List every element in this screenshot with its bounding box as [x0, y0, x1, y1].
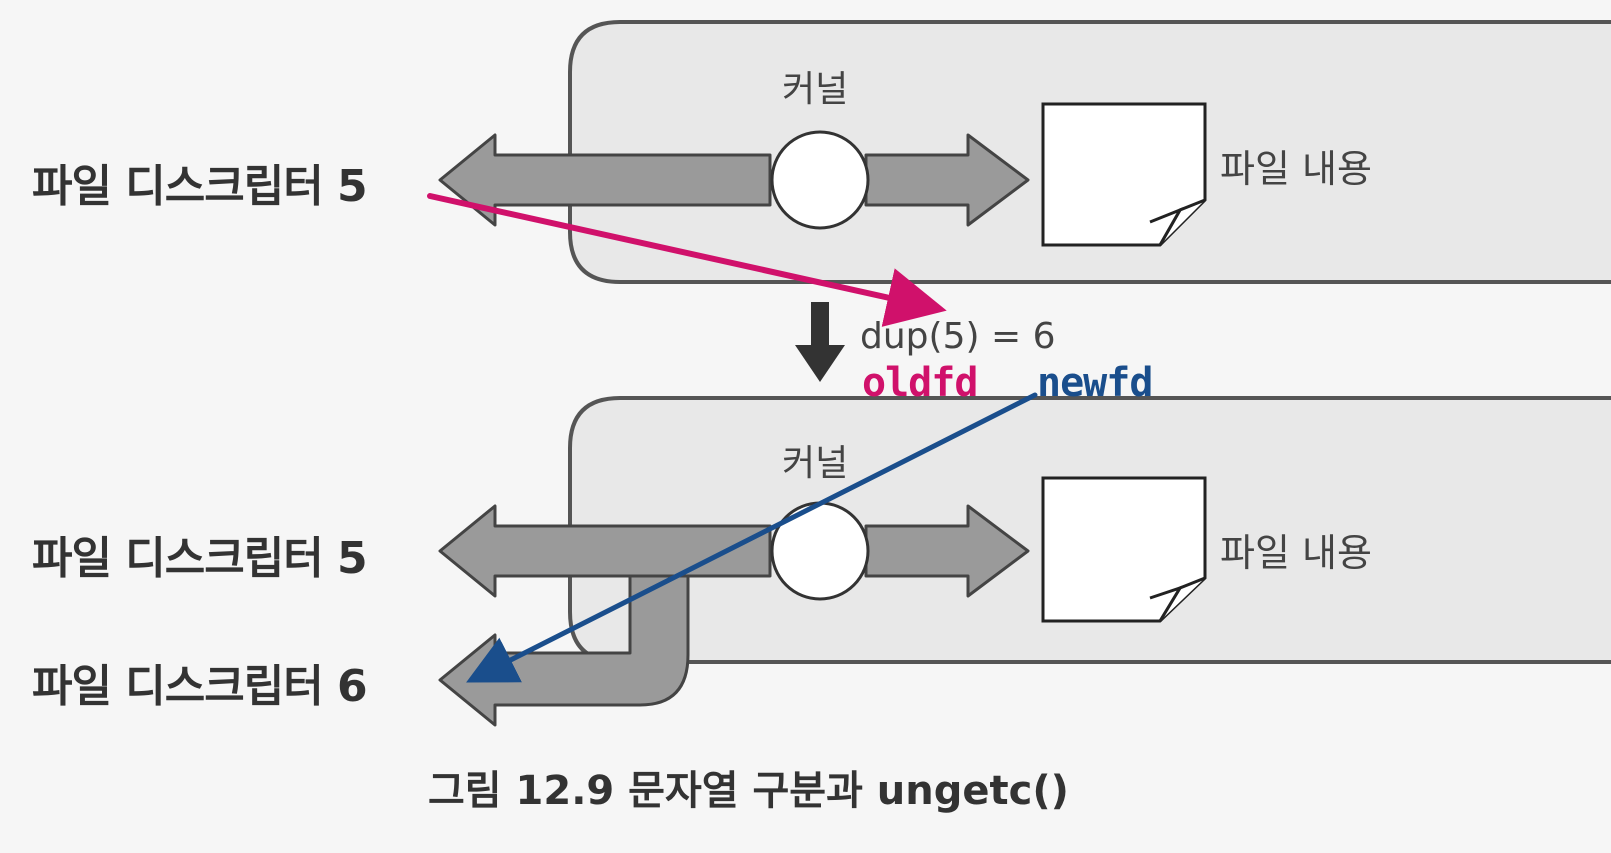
bottom-kernel-circle [770, 501, 870, 601]
top-fd5-double-arrow [438, 133, 772, 227]
down-arrow-icon [795, 302, 845, 382]
figure-caption: 그림 12.9 문자열 구분과 ungetc() [428, 768, 1069, 814]
dup-call-label: dup(5) = 6 [860, 316, 1056, 357]
oldfd-annotation-arrow [427, 193, 947, 327]
newfd-annotation-arrow [466, 392, 1038, 683]
bottom-file-content-label: 파일 내용 [1220, 531, 1372, 575]
bottom-kernel-label: 커널 [782, 443, 849, 484]
bottom-fd6-label: 파일 디스크립터 6 [32, 661, 368, 712]
bottom-fd5-label: 파일 디스크립터 5 [32, 533, 368, 584]
bottom-fd5-double-arrow [438, 504, 772, 598]
top-fd5-label: 파일 디스크립터 5 [32, 161, 368, 212]
top-kernel-label: 커널 [782, 69, 849, 110]
top-file-content-label: 파일 내용 [1220, 147, 1372, 191]
newfd-note: newfd [1037, 360, 1153, 406]
top-kernel-circle [770, 130, 870, 230]
top-kernel-file-arrow [864, 133, 1030, 227]
oldfd-note: oldfd [862, 360, 978, 406]
bottom-kernel-file-arrow [864, 504, 1030, 598]
bottom-fd6-bent-arrow [438, 574, 690, 727]
